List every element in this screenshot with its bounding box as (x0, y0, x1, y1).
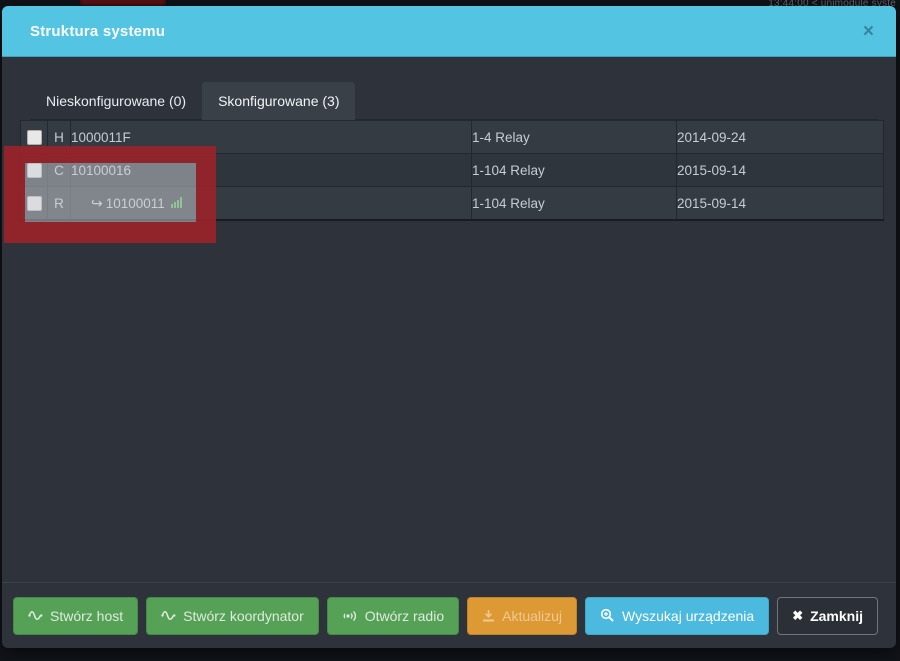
modal-body: Nieskonfigurowane (0) Skonfigurowane (3)… (2, 57, 896, 221)
page-background-strip: 13:44:00 < unimodule syste (0, 0, 900, 10)
close-x-icon: ✖ (792, 608, 804, 623)
open-radio-button[interactable]: Otwórz radio (326, 596, 460, 635)
table-row[interactable]: H 1000011F 1-4 Relay 2014-09-24 (20, 120, 884, 154)
row-checkbox[interactable] (26, 129, 42, 145)
device-name: 1000011F (70, 120, 472, 154)
system-structure-modal: Struktura systemu × Nieskonfigurowane (0… (2, 6, 896, 648)
tab-skonfigurowane[interactable]: Skonfigurowane (3) (202, 82, 356, 120)
device-type: H (47, 120, 71, 154)
modal-header: Struktura systemu × (2, 6, 896, 57)
device-model: 1-4 Relay (471, 120, 677, 154)
modal-footer: Stwórz host Stwórz koordynator Otwórz ra… (2, 582, 896, 648)
create-coordinator-button[interactable]: Stwórz koordynator (146, 596, 319, 635)
page-logo-partial (80, 0, 166, 7)
table-row[interactable]: R ↪ 10100011 1-104 Relay 2015-09-14 (20, 186, 884, 221)
device-type: R (47, 186, 71, 221)
download-icon (483, 610, 495, 622)
pulse-icon (28, 610, 43, 621)
pulse-icon (161, 610, 176, 621)
device-name-cell: ↪ 10100011 (70, 186, 472, 221)
search-devices-button[interactable]: Wyszukaj urządzenia (585, 596, 770, 635)
close-button[interactable]: ✖ Zamknij (777, 596, 878, 635)
tab-nieskonfigurowane[interactable]: Nieskonfigurowane (0) (30, 82, 202, 120)
table-row[interactable]: C 10100016 1-104 Relay 2015-09-14 (20, 153, 884, 187)
page-titlebar-text: 13:44:00 < unimodule syste (768, 0, 896, 9)
create-host-button[interactable]: Stwórz host (13, 596, 139, 635)
device-model: 1-104 Relay (471, 153, 677, 187)
row-checkbox[interactable] (26, 195, 42, 211)
device-table: H 1000011F 1-4 Relay 2014-09-24 C 101000… (20, 120, 884, 221)
arrow-hook-icon: ↪ (91, 194, 103, 211)
device-name: 10100011 (105, 195, 165, 211)
device-name: 10100016 (70, 153, 472, 187)
device-type: C (47, 153, 71, 187)
broadcast-icon (343, 610, 356, 621)
tab-bar: Nieskonfigurowane (0) Skonfigurowane (3) (30, 82, 878, 120)
signal-strength-icon (170, 196, 182, 208)
row-checkbox[interactable] (26, 162, 42, 178)
device-date: 2015-09-14 (676, 153, 884, 187)
update-button[interactable]: Aktualizuj (467, 596, 578, 635)
modal-title: Struktura systemu (30, 22, 166, 40)
device-date: 2015-09-14 (676, 186, 884, 221)
device-date: 2014-09-24 (676, 120, 884, 154)
zoom-in-icon (600, 608, 614, 622)
device-model: 1-104 Relay (471, 186, 677, 221)
close-icon[interactable]: × (859, 20, 878, 43)
